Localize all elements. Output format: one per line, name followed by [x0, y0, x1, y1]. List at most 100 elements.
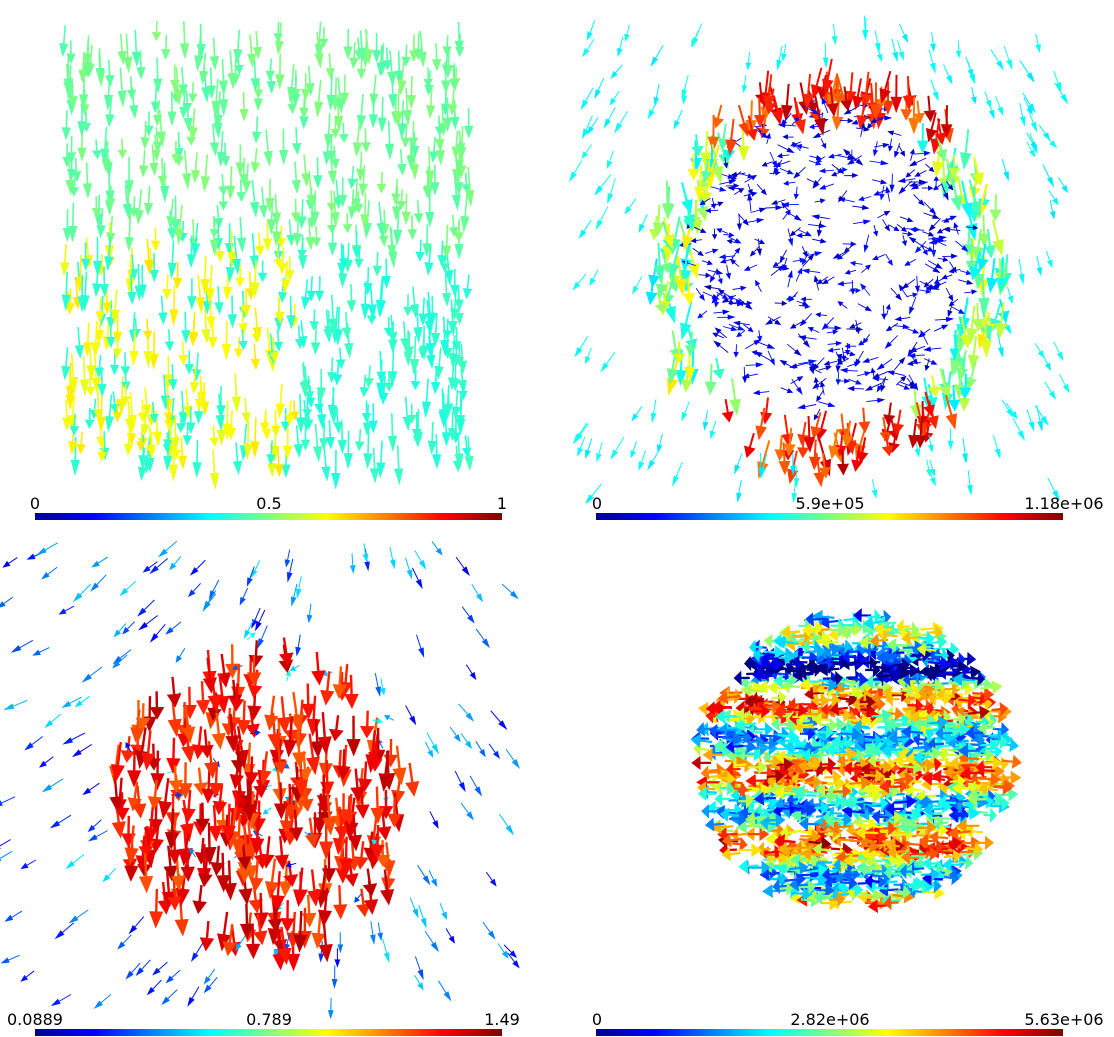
arrow [396, 189, 407, 211]
arrow [886, 844, 907, 859]
arrow [413, 409, 423, 448]
arrow [210, 845, 225, 877]
arrow [87, 830, 108, 842]
arrow [218, 58, 228, 97]
arrow [824, 325, 842, 331]
colorbar-mid: 5.9e+05 [795, 494, 864, 513]
arrow [585, 347, 592, 365]
arrow [178, 762, 193, 800]
arrow [1023, 97, 1033, 116]
arrow [273, 21, 284, 43]
arrow [908, 418, 920, 449]
arrow [273, 328, 284, 352]
arrow [251, 322, 262, 343]
arrow [683, 277, 696, 306]
arrow [694, 226, 707, 233]
arrow [442, 318, 453, 340]
arrow [82, 162, 93, 199]
arrow [992, 722, 1010, 737]
arrow [61, 271, 71, 312]
arrow [851, 672, 868, 687]
arrow [606, 150, 614, 170]
arrow [878, 779, 902, 794]
arrow [252, 30, 263, 60]
arrow [734, 453, 743, 475]
arrow [370, 825, 385, 860]
arrow [1044, 381, 1057, 400]
arrow [385, 120, 395, 161]
arrow [402, 396, 412, 432]
arrow [698, 272, 712, 278]
arrow [920, 329, 929, 345]
arrow [123, 33, 133, 74]
arrow [875, 44, 883, 62]
arrow [1053, 70, 1062, 92]
arrow [280, 900, 295, 933]
arrow [832, 784, 852, 799]
arrow [357, 30, 367, 62]
arrow [702, 747, 725, 762]
arrow [693, 741, 710, 757]
arrow [359, 374, 370, 398]
arrow [757, 341, 776, 349]
arrow [96, 48, 106, 87]
arrow [356, 888, 371, 918]
arrow [104, 236, 114, 272]
arrow [928, 49, 936, 74]
arrow [974, 835, 994, 850]
arrow [884, 771, 898, 788]
arrow [214, 286, 224, 315]
arrow [303, 406, 314, 430]
arrow [589, 269, 599, 287]
arrow [311, 651, 326, 686]
arrow [822, 58, 834, 96]
arrow [102, 867, 117, 883]
arrow [806, 662, 823, 678]
arrow [301, 894, 317, 928]
arrow [1019, 60, 1035, 82]
arrow [730, 171, 742, 182]
arrow [939, 367, 951, 401]
arrow [177, 437, 187, 470]
arrow [863, 615, 885, 630]
arrow [50, 994, 72, 1007]
arrow [454, 218, 464, 243]
arrow [713, 340, 729, 353]
arrow [970, 732, 985, 748]
arrow [150, 227, 161, 251]
arrow [187, 583, 201, 598]
arrow [842, 649, 857, 665]
arrow [417, 864, 431, 886]
arrow [691, 23, 703, 47]
arrow [804, 756, 822, 772]
arrow [331, 449, 341, 490]
arrow [904, 621, 919, 637]
arrow [66, 135, 77, 165]
arrow [337, 177, 348, 208]
arrow [184, 350, 194, 375]
arrow [191, 152, 201, 184]
arrow [410, 369, 421, 391]
arrow [653, 242, 666, 283]
arrow [296, 393, 306, 435]
arrow [263, 129, 273, 168]
arrow [751, 703, 771, 719]
arrow [790, 886, 813, 901]
arrow [454, 345, 465, 367]
arrow [353, 191, 364, 214]
arrow [781, 43, 787, 62]
arrow [135, 703, 151, 730]
arrow [764, 316, 781, 325]
arrow [959, 269, 972, 276]
arrow [800, 829, 822, 844]
arrow [827, 776, 846, 791]
arrow [836, 353, 849, 360]
arrow [967, 336, 980, 370]
arrow [62, 209, 73, 243]
arrow [726, 761, 741, 777]
arrow [397, 100, 407, 141]
arrow [382, 47, 393, 71]
arrow [861, 264, 871, 274]
arrow [821, 96, 829, 114]
arrow [756, 183, 767, 196]
